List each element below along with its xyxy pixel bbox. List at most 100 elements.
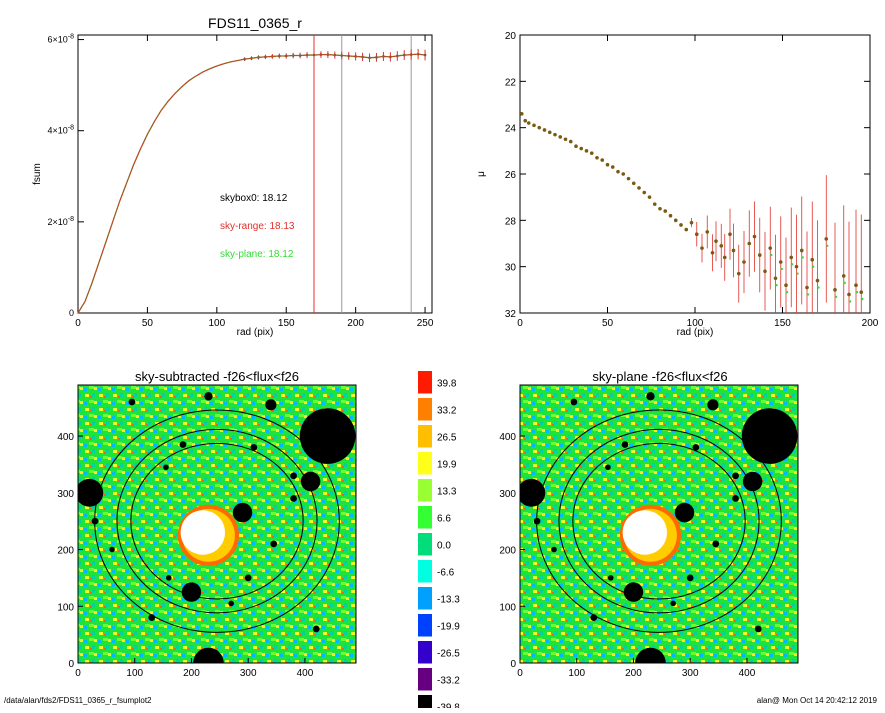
mu-point <box>568 139 573 144</box>
colorbar-label: -26.5 <box>437 648 460 659</box>
mu-x-axis-label: rad (pix) <box>677 327 714 338</box>
annotation-sky-plane: sky-plane: 18.12 <box>220 249 294 260</box>
colorbar-swatch <box>418 371 432 394</box>
mu-point <box>679 223 683 227</box>
mu-point <box>833 288 837 292</box>
image-x-tick-label: 100 <box>568 668 585 679</box>
mu-point <box>621 172 626 176</box>
fsum-x-tick-label: 100 <box>208 318 225 329</box>
fsum-y-tick-label: 4×10-8 <box>47 125 74 136</box>
aperture-ellipse <box>558 428 760 614</box>
mu-point-sky-plane <box>785 290 789 294</box>
image-y-tick-label: 200 <box>499 546 516 557</box>
mu-y-tick-label: 20 <box>505 31 517 42</box>
mu-point-sky-plane <box>843 281 846 285</box>
mu-x-tick-label: 50 <box>602 318 614 329</box>
mu-x-tick-label: 200 <box>862 318 879 329</box>
colorbar-swatch <box>418 452 432 475</box>
mu-point-sky-plane <box>791 263 794 266</box>
mu-y-tick-label: 26 <box>505 170 517 181</box>
mu-point <box>663 209 668 213</box>
mu-point-sky-plane <box>834 295 838 298</box>
image-frame <box>77 384 357 664</box>
mu-point <box>658 206 662 211</box>
image-y-tick-label: 400 <box>57 432 74 443</box>
mu-x-tick-label: 150 <box>774 318 791 329</box>
mu-point <box>810 257 815 262</box>
fsum-y-axis-label: fsum <box>32 163 43 185</box>
image-frame <box>519 384 799 664</box>
mu-point <box>854 283 858 288</box>
aperture-ellipse <box>130 442 304 600</box>
colorbar-label: -33.2 <box>437 675 460 686</box>
mu-point <box>610 165 615 169</box>
mu-point <box>637 186 641 190</box>
fsum-x-tick-label: 50 <box>142 318 154 329</box>
colorbar-label: 0.0 <box>437 540 451 551</box>
colorbar-label: 33.2 <box>437 405 457 416</box>
aperture-ellipse <box>116 428 318 614</box>
mu-y-tick-label: 30 <box>505 263 517 274</box>
mu-point <box>700 246 704 250</box>
mu-point <box>626 176 631 181</box>
colorbar-swatch <box>418 560 432 583</box>
sky-subtracted-title: sky-subtracted -f26<flux<f26 <box>135 369 299 384</box>
mu-point <box>668 213 673 218</box>
mu-y-axis-label: μ <box>476 171 487 177</box>
mu-point <box>547 130 552 135</box>
mu-point <box>757 253 762 257</box>
fsum-chart-frame <box>77 34 433 314</box>
masked-source <box>193 647 224 663</box>
mu-point <box>752 234 757 239</box>
masked-source <box>732 495 739 502</box>
masked-source <box>300 471 321 492</box>
annotation-skybox0: skybox0: 18.12 <box>220 193 288 204</box>
mu-point <box>789 255 794 260</box>
mu-point <box>647 195 652 199</box>
mu-point <box>689 220 694 225</box>
masked-source <box>78 478 104 507</box>
mu-point-sky-plane <box>770 253 773 257</box>
masked-source <box>533 517 541 525</box>
masked-source <box>109 546 115 553</box>
masked-source <box>605 464 611 471</box>
image-x-tick-label: 0 <box>75 668 81 679</box>
colorbar-label: -19.9 <box>437 621 460 632</box>
image-y-tick-label: 100 <box>57 602 74 613</box>
fsum-x-tick-label: 150 <box>278 318 295 329</box>
mu-point <box>710 250 715 255</box>
masked-source <box>590 614 598 621</box>
masked-source <box>250 444 258 451</box>
mu-point <box>605 162 610 167</box>
masked-source <box>732 472 739 480</box>
mu-point <box>584 149 589 153</box>
mu-x-tick-label: 100 <box>687 318 704 329</box>
colorbar-swatch <box>418 641 432 664</box>
mu-point <box>847 292 851 297</box>
mu-point <box>714 239 718 243</box>
mu-point <box>728 232 732 237</box>
image-x-tick-label: 200 <box>183 668 200 679</box>
colorbar-label: 6.6 <box>437 513 451 524</box>
mu-point <box>595 155 599 160</box>
mu-point <box>574 144 578 148</box>
image-y-tick-label: 400 <box>499 432 516 443</box>
mu-point-sky-plane <box>826 244 829 248</box>
colorbar-swatch <box>418 479 432 502</box>
masked-source <box>607 575 614 581</box>
masked-source <box>244 574 252 582</box>
image-y-tick-label: 200 <box>57 546 74 557</box>
mu-point-sky-plane <box>855 290 859 294</box>
masked-source <box>91 517 99 525</box>
fsum-x-tick-label: 0 <box>75 318 81 329</box>
mu-point <box>705 230 710 234</box>
mu-point <box>684 227 689 232</box>
colorbar-swatch <box>418 425 432 448</box>
mu-point-sky-plane <box>801 256 804 259</box>
mu-point <box>824 237 829 241</box>
masked-source <box>312 625 320 633</box>
mu-point <box>859 290 864 294</box>
footer-path: /data/alan/fds2/FDS11_0365_r_fsumplot2 <box>4 696 152 705</box>
masked-source <box>635 647 666 663</box>
mu-point <box>631 181 636 186</box>
